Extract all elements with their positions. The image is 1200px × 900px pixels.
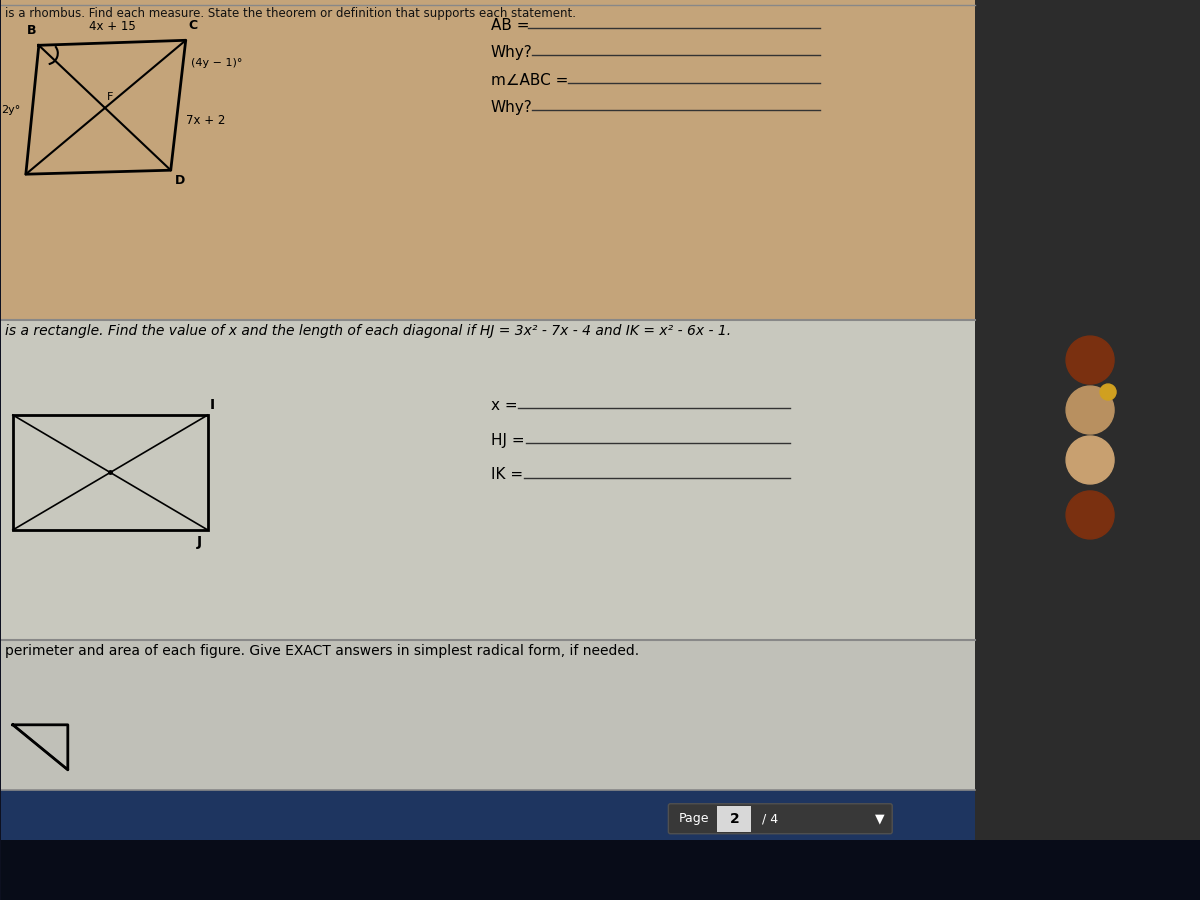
Circle shape [1100,384,1116,400]
Text: D: D [175,175,185,187]
Text: C: C [188,19,198,32]
Text: ▼: ▼ [876,812,886,825]
Circle shape [1066,491,1114,539]
FancyBboxPatch shape [668,804,893,833]
FancyBboxPatch shape [976,0,1200,840]
Text: Why?: Why? [491,45,533,59]
Text: HJ =: HJ = [491,433,524,447]
Text: is a rhombus. Find each measure. State the theorem or definition that supports e: is a rhombus. Find each measure. State t… [5,7,576,21]
Text: perimeter and area of each figure. Give EXACT answers in simplest radical form, : perimeter and area of each figure. Give … [5,644,638,658]
Text: 2y°: 2y° [1,104,20,114]
FancyBboxPatch shape [1,640,976,790]
FancyBboxPatch shape [718,806,751,832]
FancyBboxPatch shape [1,0,976,320]
Text: is a rectangle. Find the value of x and the length of each diagonal if HJ = 3x² : is a rectangle. Find the value of x and … [5,324,731,338]
Text: x =: x = [491,398,517,412]
Text: AB =: AB = [491,18,529,32]
Text: Why?: Why? [491,100,533,114]
Text: IK =: IK = [491,467,523,482]
Text: J: J [197,535,203,549]
Text: / 4: / 4 [762,812,779,825]
FancyBboxPatch shape [1,840,1200,900]
FancyBboxPatch shape [1,320,976,640]
Text: m∠ABC =: m∠ABC = [491,73,568,88]
Text: (4y − 1)°: (4y − 1)° [191,58,242,68]
Text: 2: 2 [730,812,739,825]
Circle shape [1066,386,1114,434]
Text: F: F [107,92,113,102]
Circle shape [1066,436,1114,484]
Circle shape [1066,336,1114,384]
Text: I: I [210,398,215,412]
Text: B: B [28,24,37,37]
Text: Page: Page [678,812,709,825]
Text: 7x + 2: 7x + 2 [186,113,226,127]
FancyBboxPatch shape [1,790,1200,840]
Text: 4x + 15: 4x + 15 [89,20,136,32]
Text: Top: Top [1073,443,1102,457]
